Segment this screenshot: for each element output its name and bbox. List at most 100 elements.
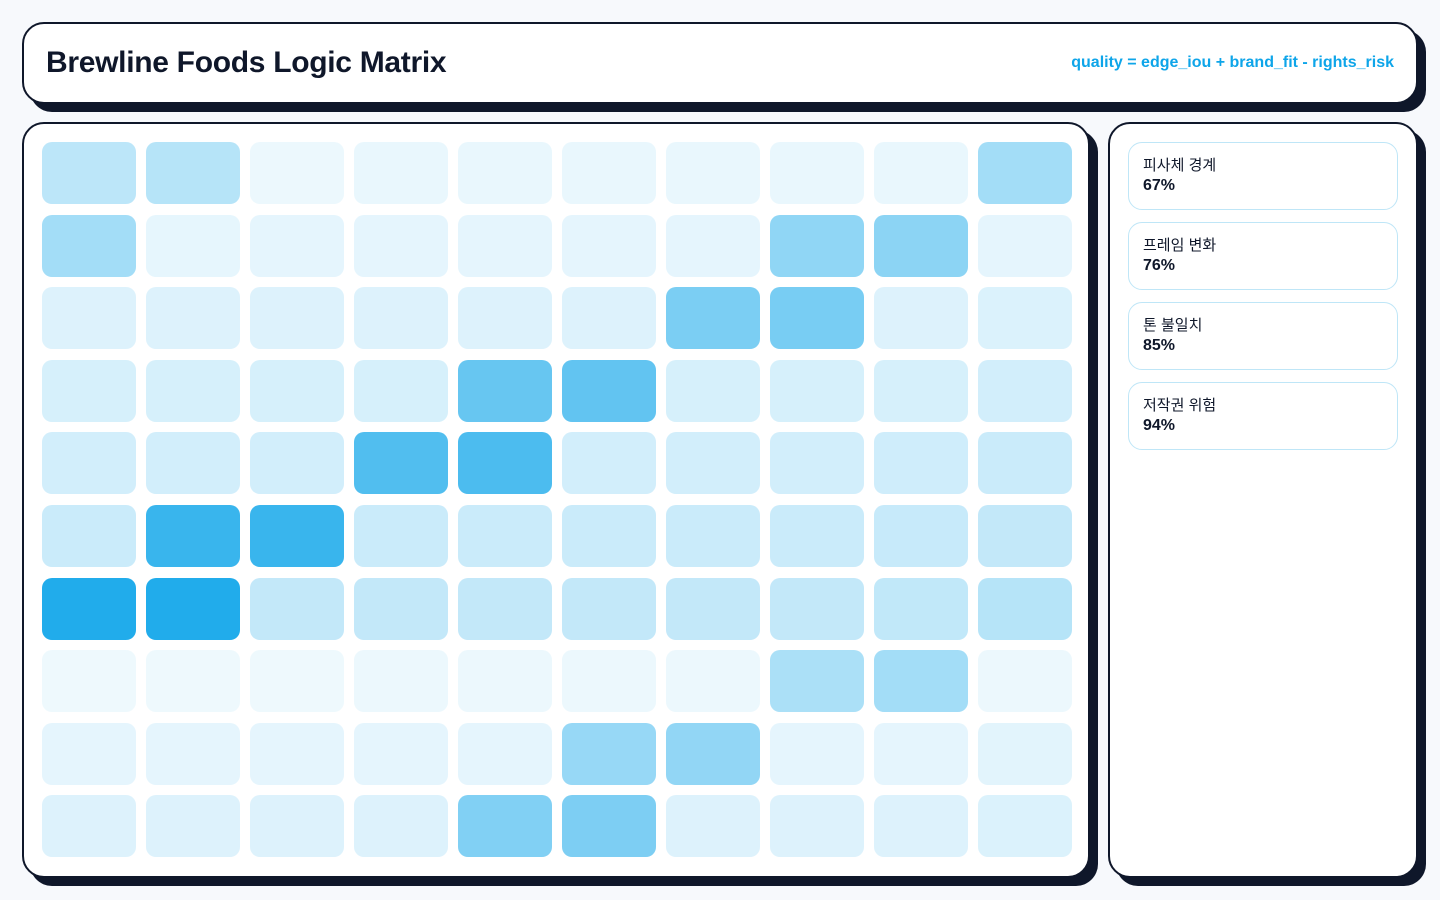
- matrix-cell: [250, 577, 344, 640]
- matrix-cell: [250, 795, 344, 858]
- matrix-cell: [978, 505, 1072, 567]
- matrix-cell: [250, 650, 344, 713]
- matrix-cell: [770, 722, 864, 785]
- matrix-cell: [42, 650, 136, 713]
- matrix-cell: [874, 795, 968, 858]
- matrix-cell: [250, 142, 344, 204]
- matrix-cell: [978, 142, 1072, 204]
- matrix-cell: [42, 722, 136, 785]
- matrix-cell: [770, 505, 864, 567]
- matrix-cell: [562, 142, 656, 204]
- metric-value: 94%: [1143, 417, 1176, 434]
- matrix-cell: [458, 432, 552, 495]
- matrix-cell: [42, 795, 136, 858]
- matrix-cell: [250, 432, 344, 495]
- matrix-cell: [874, 505, 968, 567]
- matrix-cell: [458, 795, 552, 858]
- matrix-cell: [146, 214, 240, 277]
- matrix-cell: [146, 722, 240, 785]
- matrix-cell: [874, 214, 968, 277]
- matrix-cell: [562, 795, 656, 858]
- matrix-cell: [354, 650, 448, 713]
- matrix-cell: [250, 214, 344, 277]
- matrix-cell: [250, 505, 344, 567]
- matrix-cell: [666, 795, 760, 858]
- matrix-cell: [874, 287, 968, 350]
- matrix-cell: [250, 287, 344, 350]
- matrix-cell: [146, 142, 240, 204]
- matrix-cell: [978, 359, 1072, 422]
- matrix-cell: [978, 795, 1072, 858]
- matrix-cell: [146, 287, 240, 350]
- matrix-cell: [42, 505, 136, 567]
- matrix-cell: [458, 214, 552, 277]
- matrix-cell: [666, 432, 760, 495]
- matrix-cell: [42, 359, 136, 422]
- matrix-cell: [354, 432, 448, 495]
- matrix-cell: [874, 722, 968, 785]
- matrix-cell: [666, 577, 760, 640]
- metric-value: 76%: [1143, 257, 1176, 274]
- matrix-cell: [250, 359, 344, 422]
- matrix-cell: [666, 142, 760, 204]
- matrix-cell: [666, 214, 760, 277]
- matrix-cell: [978, 650, 1072, 713]
- matrix-cell: [458, 577, 552, 640]
- matrix-cell: [666, 650, 760, 713]
- matrix-cell: [562, 287, 656, 350]
- metric-card: 피사체 경계 67%: [1128, 142, 1398, 210]
- header: Brewline Foods Logic Matrix quality = ed…: [22, 22, 1418, 104]
- matrix-cell: [978, 577, 1072, 640]
- matrix-cell: [562, 577, 656, 640]
- matrix-cell: [770, 359, 864, 422]
- matrix-cell: [42, 214, 136, 277]
- matrix-cell: [458, 722, 552, 785]
- matrix-cell: [666, 505, 760, 567]
- matrix-cell: [978, 287, 1072, 350]
- matrix-cell: [146, 650, 240, 713]
- matrix-cell: [978, 432, 1072, 495]
- matrix-cell: [354, 577, 448, 640]
- metrics-panel: 피사체 경계 67% 프레임 변화 76% 톤 불일치 85% 저작권 위험 94%: [1108, 122, 1418, 878]
- matrix-cell: [458, 505, 552, 567]
- matrix-cell: [770, 795, 864, 858]
- matrix-cell: [354, 359, 448, 422]
- matrix-cell: [874, 650, 968, 713]
- matrix-cell: [146, 432, 240, 495]
- matrix-cell: [42, 142, 136, 204]
- matrix-cell: [562, 359, 656, 422]
- matrix-cell: [874, 577, 968, 640]
- matrix-cell: [42, 287, 136, 350]
- matrix-cell: [770, 577, 864, 640]
- metric-card: 프레임 변화 76%: [1128, 222, 1398, 290]
- matrix-cell: [978, 722, 1072, 785]
- matrix-cell: [770, 142, 864, 204]
- matrix-cell: [666, 359, 760, 422]
- metric-card: 톤 불일치 85%: [1128, 302, 1398, 370]
- matrix-cell: [146, 505, 240, 567]
- matrix-cell: [666, 287, 760, 350]
- formula: quality = edge_iou + brand_fit - rights_…: [1071, 54, 1394, 71]
- metric-label: 톤 불일치: [1143, 317, 1203, 334]
- matrix-cell: [874, 142, 968, 204]
- matrix-cell: [354, 287, 448, 350]
- matrix-cell: [666, 722, 760, 785]
- matrix-cell: [562, 650, 656, 713]
- matrix-cell: [354, 722, 448, 785]
- matrix-cell: [562, 722, 656, 785]
- matrix-cell: [770, 650, 864, 713]
- matrix-cell: [250, 722, 344, 785]
- metric-card: 저작권 위험 94%: [1128, 382, 1398, 450]
- matrix-cell: [874, 432, 968, 495]
- metric-value: 85%: [1143, 337, 1176, 354]
- matrix-cell: [562, 505, 656, 567]
- matrix-cell: [458, 650, 552, 713]
- matrix-cell: [562, 214, 656, 277]
- matrix-cell: [146, 577, 240, 640]
- matrix-cell: [354, 795, 448, 858]
- matrix-cell: [146, 795, 240, 858]
- matrix-cell: [874, 359, 968, 422]
- matrix-cell: [458, 142, 552, 204]
